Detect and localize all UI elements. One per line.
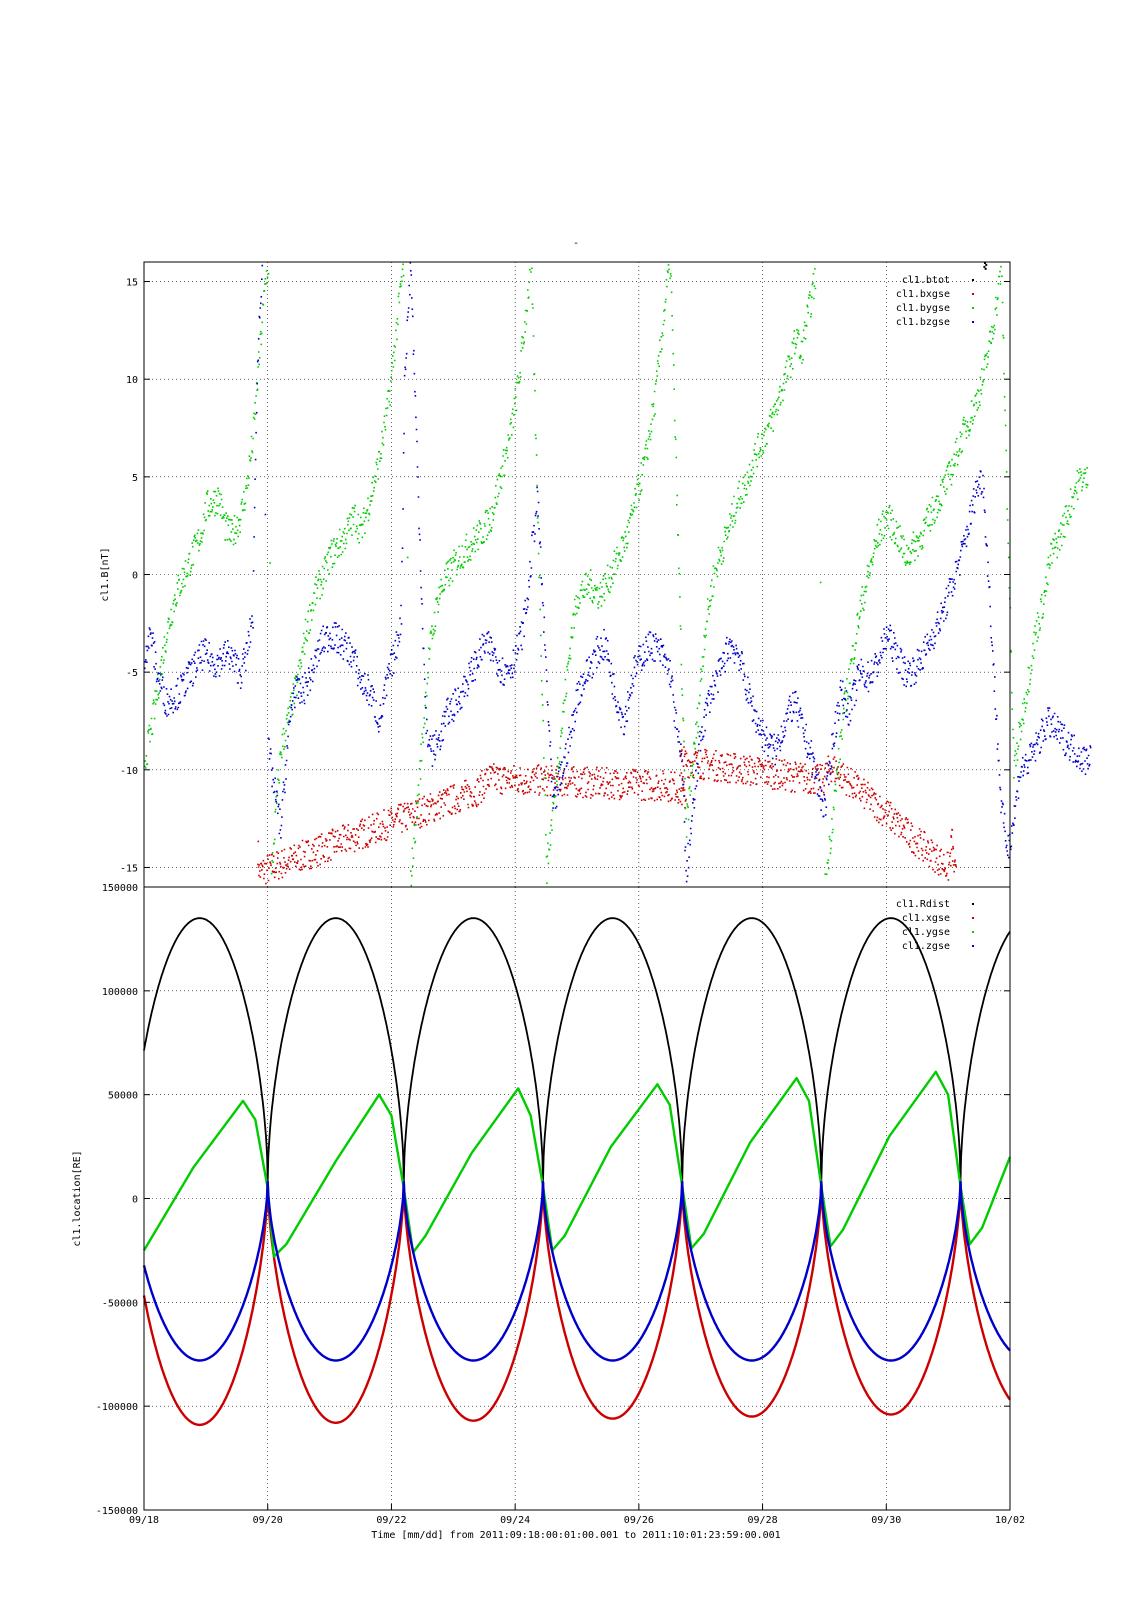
bottom-legend-entry-label: cl1.Rdist (896, 899, 950, 910)
series-cl1-ygse (142, 1070, 1012, 1258)
dot-cloud (144, 263, 1089, 887)
x-tick-label: 09/20 (253, 1515, 283, 1526)
bottom-y-tick-label: 100000 (102, 987, 138, 998)
dot-cloud (257, 746, 957, 885)
x-tick-label: 09/18 (129, 1515, 159, 1526)
bottom-legend-entry-swatch (972, 903, 974, 905)
data-point (985, 263, 988, 266)
top-legend: cl1.btot cl1.bxgse cl1.bygse cl1.bzgse (896, 275, 974, 328)
series-cl1-zgse (142, 1180, 1011, 1362)
top-y-tick-label: 5 (132, 473, 138, 484)
series-cl1-xgse (142, 1180, 1011, 1427)
top-y-tick-label: -5 (126, 668, 138, 679)
series-cl1-bxgse (257, 746, 957, 885)
bottom-legend-entry-swatch (972, 931, 974, 933)
top-legend-entry-swatch (972, 279, 974, 281)
magnetic-field-panel: -15 -10 -5 0 5 10 15 cl1.btot cl1.bxgse cl1.bygs… (100, 261, 1092, 888)
bottom-y-tick-label: -50000 (102, 1298, 138, 1309)
bottom-legend-entry-label: cl1.ygse (902, 927, 950, 938)
top-grid (143, 262, 1011, 887)
data-point (984, 267, 987, 270)
top-legend-entry-label: cl1.bzgse (896, 317, 950, 328)
top-legend-entry-label: cl1.bygse (896, 303, 950, 314)
bottom-legend-entry-swatch (972, 917, 974, 919)
location-panel: -150000 -100000 -50000 0 50000 100000 150000 0… (72, 883, 1025, 1541)
bottom-y-tick-label: 150000 (102, 883, 138, 894)
dot-cloud (144, 262, 1092, 883)
x-tick-label: 10/02 (995, 1515, 1025, 1526)
top-y-tick-label: -15 (120, 863, 138, 874)
series-cl1-bzgse (144, 262, 1092, 883)
bottom-y-tick-label: 50000 (108, 1091, 138, 1102)
bottom-y-axis-label: cl1.location[RE] (72, 1150, 83, 1246)
top-panel-title: - (573, 238, 579, 249)
bottom-legend-entry-swatch (972, 945, 974, 947)
top-legend-entry-label: cl1.bxgse (896, 289, 950, 300)
top-legend-entry-swatch (972, 307, 974, 309)
bottom-data-lines (142, 917, 1012, 1427)
bottom-y-tick-label: 0 (132, 1195, 138, 1206)
bottom-y-tick-label: -100000 (96, 1402, 138, 1413)
series-cl1-btot (983, 262, 988, 270)
data-point (984, 262, 987, 264)
x-tick-label: 09/22 (376, 1515, 406, 1526)
x-tick-label: 09/26 (624, 1515, 654, 1526)
bottom-y-tick-label: -150000 (96, 1506, 138, 1517)
x-tick-label: 09/30 (871, 1515, 901, 1526)
top-y-tick-label: 10 (126, 375, 138, 386)
bottom-legend: cl1.Rdist cl1.xgse cl1.ygse cl1.zgse (896, 899, 974, 952)
top-y-tick-label: 15 (126, 278, 138, 289)
top-y-ticks: -15 -10 -5 0 5 10 15 (120, 278, 1010, 874)
series-cl1-bygse (144, 263, 1089, 887)
data-point (983, 265, 986, 268)
x-ticks: 09/18 09/20 09/22 09/24 09/26 09/28 09/30 10/02 (129, 1504, 1025, 1526)
x-axis-label: Time [mm/dd] from 2011:09:18:00:01:00.00… (371, 1530, 780, 1541)
top-legend-entry-swatch (972, 321, 974, 323)
top-data-points (144, 262, 1092, 887)
bottom-grid (143, 887, 1011, 1510)
x-tick-label: 09/28 (748, 1515, 778, 1526)
top-y-tick-label: -10 (120, 766, 138, 777)
top-y-tick-label: 0 (132, 571, 138, 582)
bottom-plot-frame (143, 886, 1011, 1511)
series-cl1-Rdist (143, 917, 1011, 1183)
bottom-legend-entry-label: cl1.zgse (902, 941, 950, 952)
top-legend-entry-label: cl1.btot (902, 275, 950, 286)
top-y-axis-label: cl1.B[nT] (100, 547, 111, 601)
bottom-legend-entry-label: cl1.xgse (902, 913, 950, 924)
bottom-y-ticks: -150000 -100000 -50000 0 50000 100000 150000 (96, 883, 1010, 1517)
top-legend-entry-swatch (972, 293, 974, 295)
x-tick-label: 09/24 (500, 1515, 530, 1526)
